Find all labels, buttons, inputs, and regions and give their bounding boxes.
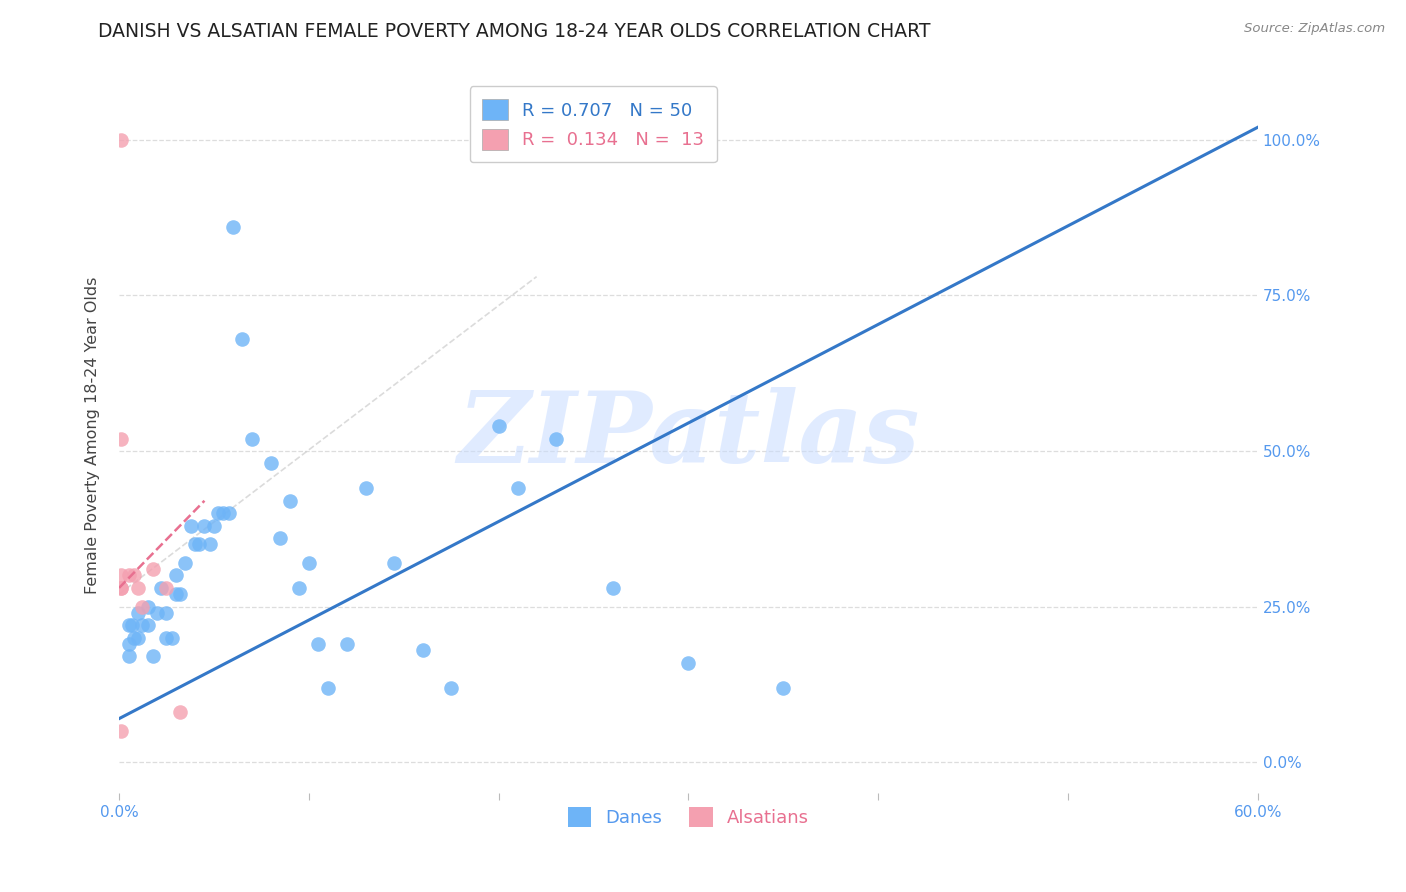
- Text: ZIPatlas: ZIPatlas: [457, 387, 920, 483]
- Point: [298, 556, 321, 570]
- Text: DANISH VS ALSATIAN FEMALE POVERTY AMONG 18-24 YEAR OLDS CORRELATION CHART: DANISH VS ALSATIAN FEMALE POVERTY AMONG …: [98, 22, 931, 41]
- Point: [772, 681, 794, 695]
- Point: [136, 618, 159, 632]
- Point: [412, 643, 434, 657]
- Point: [260, 457, 283, 471]
- Point: [187, 537, 209, 551]
- Point: [184, 537, 207, 551]
- Point: [544, 432, 567, 446]
- Point: [127, 631, 149, 645]
- Point: [122, 568, 145, 582]
- Legend: Danes, Alsatians: Danes, Alsatians: [561, 800, 817, 834]
- Point: [678, 656, 700, 670]
- Point: [212, 506, 235, 520]
- Point: [180, 518, 202, 533]
- Point: [169, 706, 191, 720]
- Point: [117, 649, 139, 664]
- Point: [110, 581, 132, 595]
- Point: [307, 637, 329, 651]
- Point: [602, 581, 624, 595]
- Point: [336, 637, 359, 651]
- Point: [131, 599, 153, 614]
- Point: [127, 606, 149, 620]
- Point: [117, 568, 139, 582]
- Point: [202, 518, 225, 533]
- Point: [117, 618, 139, 632]
- Point: [193, 518, 215, 533]
- Point: [155, 581, 177, 595]
- Point: [506, 481, 529, 495]
- Point: [316, 681, 339, 695]
- Point: [127, 581, 149, 595]
- Point: [110, 432, 132, 446]
- Point: [231, 332, 253, 346]
- Point: [110, 133, 132, 147]
- Point: [160, 631, 183, 645]
- Point: [110, 568, 132, 582]
- Point: [136, 599, 159, 614]
- Point: [222, 219, 245, 234]
- Point: [278, 493, 301, 508]
- Point: [382, 556, 405, 570]
- Point: [131, 618, 153, 632]
- Point: [142, 562, 165, 576]
- Point: [110, 724, 132, 739]
- Point: [121, 618, 143, 632]
- Point: [110, 581, 132, 595]
- Point: [269, 531, 291, 545]
- Point: [155, 606, 177, 620]
- Point: [122, 631, 145, 645]
- Point: [354, 481, 377, 495]
- Point: [207, 506, 229, 520]
- Point: [288, 581, 311, 595]
- Point: [165, 568, 187, 582]
- Y-axis label: Female Poverty Among 18-24 Year Olds: Female Poverty Among 18-24 Year Olds: [86, 277, 100, 594]
- Point: [174, 556, 197, 570]
- Point: [488, 419, 510, 434]
- Point: [169, 587, 191, 601]
- Point: [142, 649, 165, 664]
- Point: [155, 631, 177, 645]
- Point: [440, 681, 463, 695]
- Point: [240, 432, 263, 446]
- Text: Source: ZipAtlas.com: Source: ZipAtlas.com: [1244, 22, 1385, 36]
- Point: [149, 581, 172, 595]
- Point: [146, 606, 169, 620]
- Point: [218, 506, 240, 520]
- Point: [198, 537, 221, 551]
- Point: [165, 587, 187, 601]
- Point: [117, 637, 139, 651]
